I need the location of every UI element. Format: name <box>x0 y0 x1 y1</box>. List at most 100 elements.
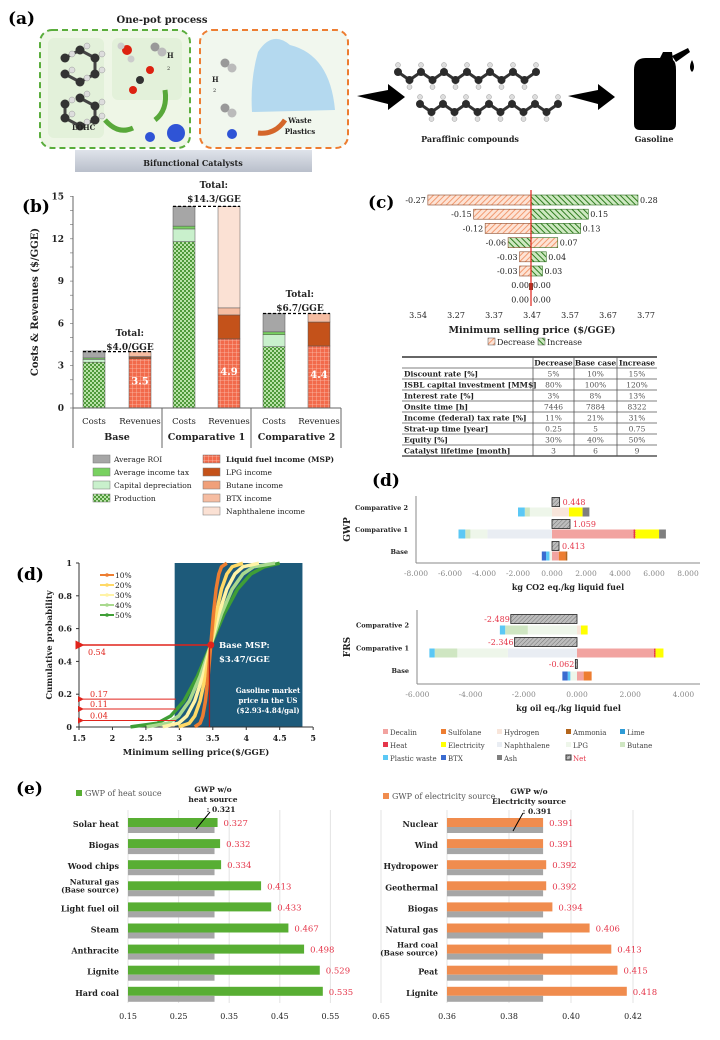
gwp-bar <box>128 902 272 912</box>
legend-label: Butane <box>627 742 652 750</box>
h2-label: H <box>212 75 219 84</box>
drop-icon <box>690 60 694 72</box>
category-label: Comparative 1 <box>355 526 408 534</box>
tornado-value-label: 0.00 <box>511 281 529 290</box>
legend-swatch <box>202 506 221 516</box>
lohc-label: LOHC <box>72 123 96 132</box>
net-bar <box>551 519 571 529</box>
baseline-annotation: : 0.321 <box>207 805 236 814</box>
x-tick-label: -4.000 <box>459 690 483 699</box>
table-cell: 6 <box>593 447 598 456</box>
segment-btx <box>541 551 547 561</box>
table-cell: 0.75 <box>629 425 646 434</box>
baseline-bar <box>128 827 215 833</box>
lohc-molecule-icon <box>60 42 106 131</box>
y-tick-label: 0.6 <box>58 624 72 634</box>
table-cell: 10% <box>587 370 604 379</box>
catalyst-icon <box>145 132 155 142</box>
y-tick-label: 0 <box>66 722 72 732</box>
legend-swatch <box>76 790 82 796</box>
x-tick-label: 0.38 <box>500 1012 518 1021</box>
table-cell: 5% <box>548 370 560 379</box>
value-label: 0.415 <box>624 967 648 977</box>
table-header: Base case <box>575 359 616 368</box>
baseline-annotation: GWP w/o <box>194 785 231 794</box>
x-tick-label: 0.15 <box>119 1012 137 1021</box>
x-tick-label: 3 <box>177 733 183 743</box>
legend-swatch <box>383 729 388 734</box>
legend-label: Ash <box>503 755 518 763</box>
legend-swatch <box>92 480 111 490</box>
tornado-value-label: -0.15 <box>451 210 472 219</box>
legend-swatch <box>565 754 572 761</box>
orange-arrow-icon <box>257 118 288 136</box>
legend-swatch <box>202 454 221 464</box>
x-tick-label: 0.55 <box>321 1012 339 1021</box>
scheme-title: One-pot process <box>117 15 208 26</box>
segment-lpg <box>527 625 577 635</box>
x-tick-label: 1.5 <box>72 733 86 743</box>
tornado-bar-increase <box>530 265 543 277</box>
table-cell: 80% <box>545 381 562 390</box>
tornado-bar-decrease <box>519 265 532 277</box>
legend-swatch-increase <box>537 337 546 346</box>
legend-swatch <box>620 742 625 747</box>
base-msp-label: Base MSP: <box>219 641 270 651</box>
table-cell: 3 <box>551 447 556 456</box>
tornado-value-label: 0.00 <box>533 281 551 290</box>
category-label: Base <box>391 667 409 675</box>
value-label: 0.392 <box>552 861 576 871</box>
tornado-value-label: 0.28 <box>640 196 658 205</box>
gwp-bar <box>128 860 222 870</box>
tornado-value-label: 0.13 <box>583 224 601 233</box>
baseline-bar <box>447 848 544 855</box>
legend-swatch <box>497 755 502 760</box>
probability-label: 0.54 <box>88 648 106 657</box>
legend-swatch <box>202 480 221 490</box>
baseline-bar <box>128 848 215 855</box>
gwp-bar <box>447 860 547 870</box>
total-label: Total: <box>200 181 228 191</box>
baseline-bar <box>128 890 215 897</box>
gwp-chart: 0.448 Comparative 2 1.059 Comparative 1 0.41… <box>343 496 700 592</box>
legend-swatch <box>566 742 571 747</box>
market-price-label: price in the US <box>239 696 298 705</box>
gwp-bar <box>128 986 323 996</box>
legend-label: GWP of electricity source <box>392 792 496 801</box>
tornado-value-label: 0.00 <box>533 295 551 304</box>
bar-capital-depreciation <box>82 359 106 363</box>
segment-ammonia <box>565 551 568 561</box>
legend-label: Capital depreciation <box>114 481 192 490</box>
bar-btx-income <box>217 307 241 316</box>
y-tick-label: 15 <box>51 193 64 203</box>
total-label: Total: <box>286 290 314 300</box>
category-label: Comparative 2 <box>356 622 409 630</box>
category-label: Hydropower <box>384 861 439 871</box>
legend-label: Plastic waste <box>390 755 437 763</box>
x-tick-label: 0.35 <box>220 1012 238 1021</box>
paraffin-molecule-icon <box>394 62 540 90</box>
legend-swatch <box>92 493 111 503</box>
legend-label: Sulfolane <box>448 729 481 737</box>
parameter-table: Decrease Base case Increase Discount rate [… <box>402 356 657 457</box>
x-tick-label: 0.36 <box>438 1012 456 1021</box>
legend-label: 40% <box>115 601 132 610</box>
value-label: 0.391 <box>549 840 573 850</box>
segment-butane <box>434 648 458 658</box>
value-label: 0.406 <box>596 925 620 935</box>
net-bar <box>574 659 578 669</box>
segment-plastic-waste <box>429 648 435 658</box>
x-tick-label: 3.67 <box>599 311 617 320</box>
x-tick-label: 0.45 <box>271 1012 289 1021</box>
panel-label: (c) <box>368 193 394 213</box>
segment-decalin <box>552 529 634 539</box>
net-value-label: 0.448 <box>563 498 586 507</box>
legend-label: Butane income <box>226 481 284 490</box>
legend-label: BTX income <box>226 494 272 503</box>
value-label: 0.392 <box>552 882 576 892</box>
legend-label: Net <box>573 755 586 763</box>
x-tick-label: 3.77 <box>637 311 655 320</box>
waste-plastics-label: Plastics <box>285 127 316 136</box>
legend-label: Electricity <box>448 742 485 750</box>
